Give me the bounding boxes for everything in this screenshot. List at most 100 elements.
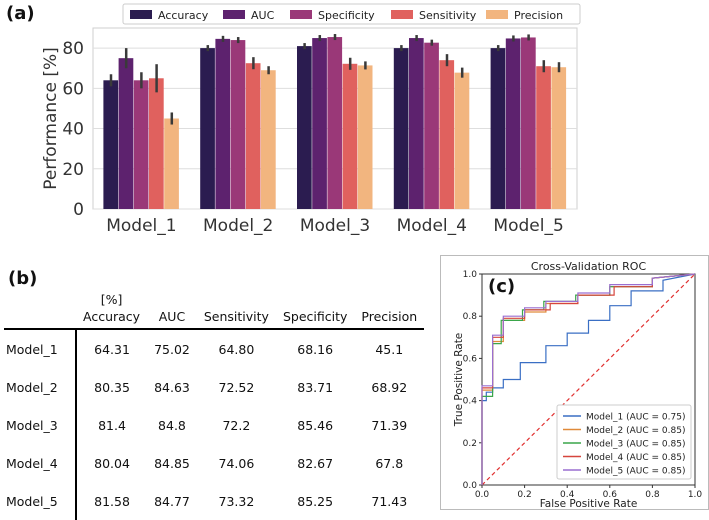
unit-label: [%] [100,292,123,307]
table-cell: 84.77 [154,493,190,509]
table-cell: 85.46 [297,417,334,433]
y-tick-label: 0.6 [463,354,478,364]
bar [393,48,409,209]
legend-label: Specificity [318,9,375,22]
panel-label-c: (c) [488,276,516,297]
roc-legend-label: Model_1 (AUC = 0.75) [586,413,685,423]
x-tick-label: Model_2 [203,216,273,236]
x-tick-label: 0.8 [645,490,660,500]
table-row: Model_1 64.31 75.02 64.80 68.16 45.1 [4,329,424,368]
bar [342,63,358,210]
table-cell: 71.39 [371,417,408,433]
y-tick-label: 20 [62,160,84,180]
x-tick-label: Model_4 [397,216,467,236]
table-cell: 68.16 [297,341,334,357]
roc-legend-label: Model_2 (AUC = 0.85) [586,426,685,436]
bar [439,60,455,209]
col-header: Specificity [282,309,348,324]
table-row: Model_2 80.35 84.63 72.52 83.71 68.92 [4,368,424,406]
bar [521,37,536,209]
legend-swatch [223,10,245,19]
bar [245,63,261,209]
roc-curve [481,273,696,485]
table-row: Model_3 81.4 84.8 72.2 85.46 71.39 [4,406,424,444]
y-tick-label: 0.8 [463,312,478,322]
bar [424,42,439,210]
bar [149,78,164,210]
roc-curve [481,273,696,485]
chance-diagonal [481,273,696,486]
table-cell: 80.35 [94,379,130,395]
table-cell: 84.8 [158,417,186,433]
y-axis-label: True Positive Rate [453,333,465,428]
y-tick-label: 80 [62,39,84,59]
table-corner [4,268,76,329]
roc-legend-label: Model_4 (AUC = 0.85) [586,453,685,463]
y-tick-label: 60 [62,79,84,99]
col-header: Sensitivity [203,309,269,324]
x-tick-label: 0.6 [603,490,618,500]
bar [261,70,276,209]
roc-legend-box [556,404,692,480]
table-cell: 71.43 [371,493,408,509]
table-cell: 84.63 [154,379,190,395]
table-cell: 72.52 [218,379,255,395]
row-name: Model_1 [4,329,77,368]
x-tick-label: Model_1 [106,216,176,236]
table-cell: 84.85 [154,455,190,471]
table-row: Model_4 80.04 84.85 74.06 82.67 67.8 [4,444,424,482]
y-tick-label: 0.0 [463,481,478,491]
bar [490,48,506,209]
roc-legend-label: Model_5 (AUC = 0.85) [586,467,685,477]
table-cell: 68.92 [371,379,408,395]
table-cell: 64.31 [94,341,130,357]
legend-label: AUC [251,9,275,22]
panel-label-b: (b) [8,268,38,289]
bar [200,48,215,209]
bar [357,65,373,209]
table-cell: 72.2 [222,417,251,433]
bar [230,40,246,209]
table-cell: 74.06 [218,455,255,471]
legend-label: Precision [514,9,563,22]
table-row: Model_5 81.58 84.77 73.32 85.25 71.43 [4,482,424,520]
bar [536,66,551,209]
bar [312,38,327,209]
bar [118,58,134,209]
y-tick-label: 0.4 [463,397,478,407]
table-cell: 75.02 [154,341,190,357]
table-cell: 85.25 [297,493,334,509]
legend-swatch [130,10,152,19]
table-cell: 45.1 [375,341,404,357]
x-tick-label: 0.2 [517,490,531,500]
y-axis-label: Performance [%] [41,47,61,190]
bar [133,80,149,210]
table-cell: 67.8 [375,455,404,471]
table-cell: 81.58 [94,493,130,509]
row-name: Model_3 [4,406,77,444]
panel-label-a: (a) [6,3,35,24]
row-name: Model_4 [4,444,77,482]
roc-axes [481,273,696,486]
metrics-table: [%] Accuracy AUC Sensitivity Specificity … [4,268,425,520]
legend-label: Accuracy [158,9,209,22]
roc-chart: Cross-Validation ROC 0.00.0 0.2 0.2 0.4 0.4 0.… [440,255,709,510]
col-header: AUC [158,309,186,324]
x-axis-label: False Positive Rate [540,498,638,510]
table-cell: 82.67 [297,455,334,471]
y-tick-label: 0 [73,200,84,220]
roc-title: Cross-Validation ROC [531,260,647,273]
bar [409,38,424,209]
row-name: Model_5 [4,482,77,520]
col-header: Precision [361,309,418,324]
bar [215,38,231,209]
table-cell: 73.32 [218,493,255,509]
roc-legend-label: Model_3 (AUC = 0.85) [586,440,685,450]
bar [103,80,119,210]
col-header: [%] Accuracy [83,292,141,324]
y-tick-label: 40 [62,120,84,140]
table-cell: 64.80 [218,341,255,357]
table-cell: 83.71 [297,379,334,395]
bar [164,118,179,209]
